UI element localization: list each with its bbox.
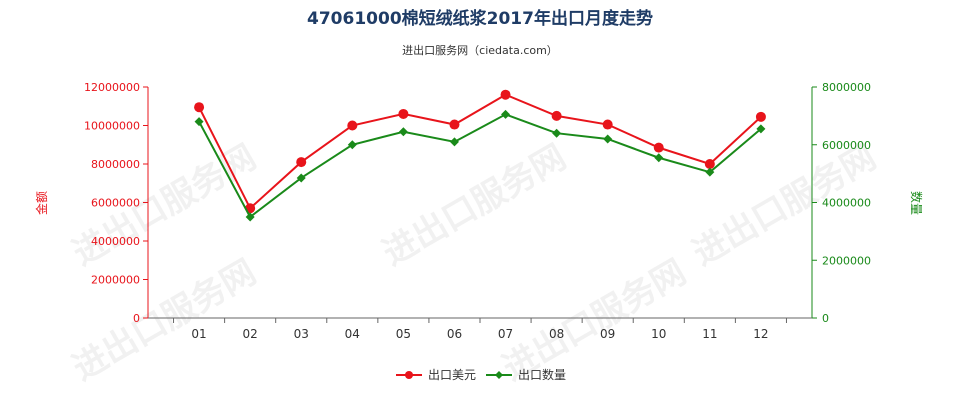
data-point xyxy=(653,142,664,153)
x-tick-label: 01 xyxy=(191,327,206,341)
series-line xyxy=(198,93,762,210)
y-left-tick-label: 2000000 xyxy=(91,274,140,287)
data-point xyxy=(449,137,459,147)
data-point xyxy=(551,110,562,121)
watermark-text: 进出口服务网 xyxy=(376,137,573,274)
legend: 出口美元 出口数量 xyxy=(396,367,566,382)
chart-subtitle: 进出口服务网（ciedata.com） xyxy=(402,43,558,57)
x-tick-label: 04 xyxy=(345,327,360,341)
data-point xyxy=(755,111,766,122)
legend-marker xyxy=(495,371,503,379)
y-right-tick-label: 4000000 xyxy=(822,197,871,210)
legend-label: 出口美元 xyxy=(428,368,476,382)
x-tick-label: 11 xyxy=(702,327,717,341)
data-point xyxy=(705,167,715,177)
x-tick-label: 10 xyxy=(651,327,666,341)
y-left-tick-label: 10000000 xyxy=(84,120,140,133)
data-point xyxy=(347,140,357,150)
x-tick-label: 06 xyxy=(447,327,462,341)
x-tick-label: 09 xyxy=(600,327,615,341)
series-line xyxy=(198,113,762,219)
data-point xyxy=(245,212,255,222)
data-point xyxy=(398,108,409,119)
data-point xyxy=(194,117,204,127)
data-point xyxy=(602,119,613,130)
y-left-tick-label: 6000000 xyxy=(91,197,140,210)
x-tick-label: 03 xyxy=(294,327,309,341)
data-point xyxy=(347,120,358,131)
y-axis-right-label: 数量 xyxy=(909,191,924,215)
legend-label: 出口数量 xyxy=(518,367,566,382)
data-point xyxy=(654,153,664,163)
chart-title: 47061000棉短绒纸浆2017年出口月度走势 xyxy=(307,8,653,29)
data-point xyxy=(501,109,511,119)
y-right-tick-label: 0 xyxy=(822,312,829,325)
x-tick-label: 02 xyxy=(243,327,258,341)
data-point xyxy=(500,89,511,100)
x-tick-label: 07 xyxy=(498,327,513,341)
data-point xyxy=(296,157,307,168)
y-right-tick-label: 8000000 xyxy=(822,81,871,94)
data-point xyxy=(449,119,460,130)
y-left-tick-label: 0 xyxy=(133,312,140,325)
y-right-tick-label: 2000000 xyxy=(822,254,871,267)
x-tick-label: 12 xyxy=(753,327,768,341)
data-point xyxy=(398,127,408,137)
legend-marker xyxy=(405,371,413,379)
y-left-tick-label: 8000000 xyxy=(91,158,140,171)
data-point xyxy=(756,124,766,134)
y-left-tick-label: 4000000 xyxy=(91,235,140,248)
data-point xyxy=(603,134,613,144)
y-axis-left-label: 金额 xyxy=(34,191,49,215)
plot-area: 0200000040000006000000800000010000000120… xyxy=(84,81,871,341)
x-tick-label: 08 xyxy=(549,327,564,341)
y-left-tick-label: 12000000 xyxy=(84,81,140,94)
data-point xyxy=(704,159,715,169)
x-tick-label: 05 xyxy=(396,327,411,341)
data-point xyxy=(296,173,306,183)
y-right-tick-label: 6000000 xyxy=(822,139,871,152)
data-point xyxy=(552,128,562,138)
data-point xyxy=(194,102,205,113)
